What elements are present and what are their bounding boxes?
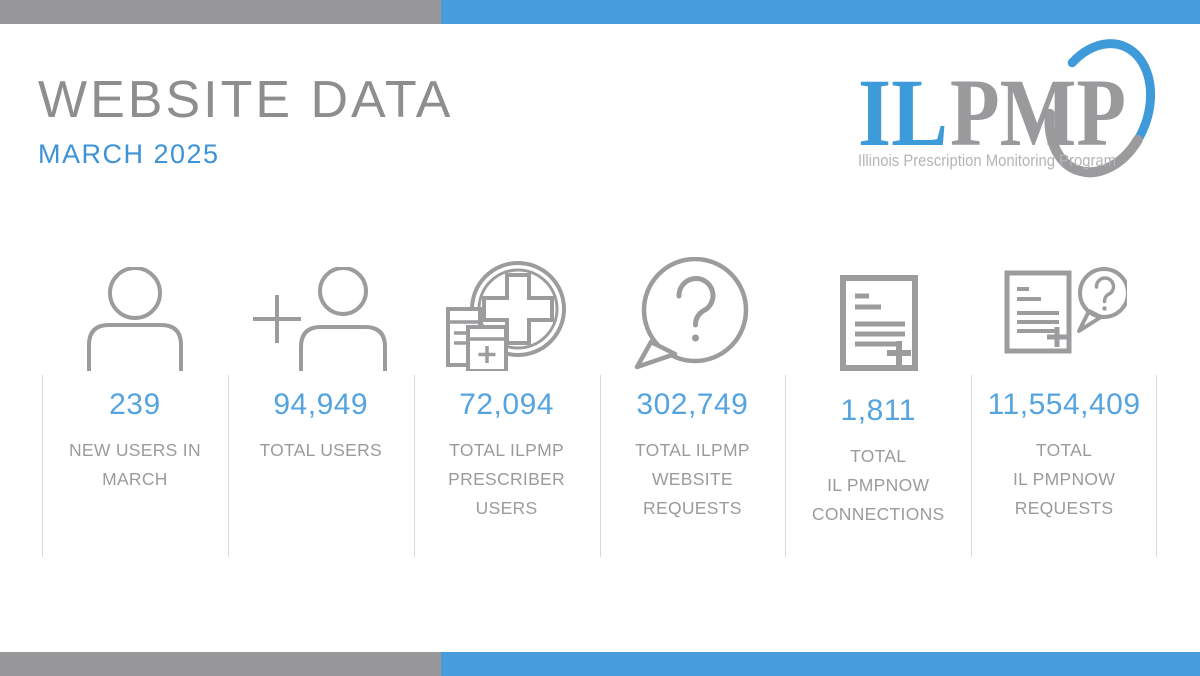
stat-label: TOTAL IL PMPNOW CONNECTIONS — [811, 446, 945, 524]
stat-value: 1,811 — [840, 394, 916, 427]
column-divider — [599, 375, 601, 557]
logo-swoosh-icon — [1044, 39, 1156, 178]
top-accent-bar — [0, 0, 1200, 24]
stat-value: 72,094 — [459, 388, 554, 421]
stats-row: 239 NEW USERS IN MARCH 94,949 TOTAL USER… — [42, 257, 1157, 559]
stat-card-website-requests: 302,749 TOTAL ILPMP WEBSITE REQUESTS — [599, 257, 785, 559]
stat-label: TOTAL USERS — [259, 440, 383, 460]
column-divider — [227, 375, 229, 557]
question-bubble-icon — [599, 257, 785, 371]
stat-value: 11,554,409 — [987, 388, 1141, 421]
stat-card-prescriber-users: 72,094 TOTAL ILPMP PRESCRIBER USERS — [414, 259, 600, 559]
stat-card-total-users: 94,949 TOTAL USERS — [228, 259, 414, 559]
stat-card-pmpnow-connections: 1,811 TOTAL IL PMPNOW CONNECTIONS — [785, 259, 971, 559]
stat-label: NEW USERS IN MARCH — [68, 440, 201, 489]
column-divider — [1156, 375, 1157, 557]
stat-card-new-users: 239 NEW USERS IN MARCH — [42, 259, 228, 559]
prescriber-cross-icon — [414, 259, 600, 371]
column-divider — [785, 375, 787, 557]
bottom-bar-blue-segment — [441, 652, 1200, 676]
document-question-icon — [971, 259, 1157, 371]
stat-label: TOTAL IL PMPNOW REQUESTS — [1012, 440, 1116, 518]
stat-value: 302,749 — [636, 388, 749, 421]
top-bar-gray-segment — [0, 0, 441, 24]
stat-value: 94,949 — [273, 388, 369, 421]
bottom-bar-gray-segment — [0, 652, 441, 676]
ilpmp-logo: IL PMP Illinois Prescription Monitoring … — [848, 32, 1178, 182]
logo-text-il: IL — [858, 59, 948, 166]
stat-label: TOTAL ILPMP PRESCRIBER USERS — [448, 440, 565, 518]
stat-card-pmpnow-requests: 11,554,409 TOTAL IL PMPNOW REQUESTS — [971, 259, 1157, 559]
page-title: WEBSITE DATA — [38, 71, 454, 129]
page-subtitle: MARCH 2025 — [38, 139, 220, 169]
top-bar-blue-segment — [441, 0, 1200, 24]
ilpmp-logo-graphic: IL PMP Illinois Prescription Monitoring … — [858, 39, 1156, 178]
column-divider — [971, 375, 973, 557]
user-icon — [42, 259, 228, 371]
stat-label: TOTAL ILPMP WEBSITE REQUESTS — [634, 440, 750, 518]
logo-text-pmp: PMP — [950, 59, 1126, 166]
column-divider — [413, 375, 415, 557]
stat-value: 239 — [109, 388, 161, 421]
logo-tagline: Illinois Prescription Monitoring Program — [858, 152, 1116, 170]
add-user-icon — [228, 259, 414, 371]
document-plus-icon — [785, 259, 971, 377]
bottom-accent-bar — [0, 652, 1200, 676]
column-divider — [42, 375, 43, 557]
